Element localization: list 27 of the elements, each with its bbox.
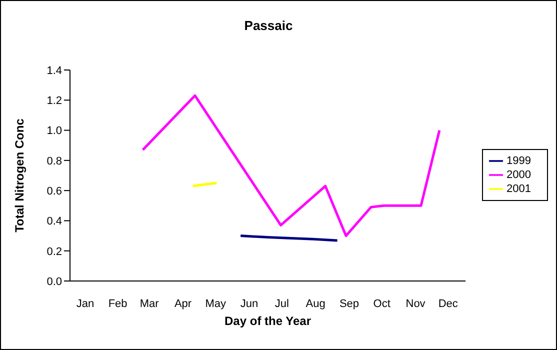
legend-label: 2001 [506,182,531,195]
x-tick-label: Dec [438,298,458,310]
chart-title: Passaic [243,18,294,33]
y-tick-label: 0.0 [46,276,62,288]
line-series [142,94,441,238]
legend-label: 2000 [506,168,531,181]
y-axis-title: Total Nitrogen Conc [12,118,26,232]
x-tick-label: Jul [274,298,289,310]
y-tick-label: 1.0 [46,125,62,138]
y-tick-label: 0.6 [46,185,62,198]
x-tick-label: Jun [240,298,258,310]
x-tick-label: Oct [373,298,390,310]
x-tick-label: Sep [339,298,360,310]
x-axis-title: Day of the Year [224,314,312,328]
x-tick-label: Mar [140,298,160,310]
legend-label: 1999 [506,154,531,167]
y-tick-label: 1.2 [46,95,62,108]
x-tick-label: Jan [76,298,94,310]
x-tick-label: Aug [306,298,326,310]
x-tick-label: Nov [406,298,426,310]
x-tick-label: Apr [174,298,192,310]
y-tick-label: 0.4 [46,216,62,228]
y-tick-label: 1.4 [46,64,62,77]
y-tick-label: 0.2 [46,246,62,258]
y-tick-label: 0.8 [46,155,62,168]
x-tick-label: Feb [108,298,128,310]
x-tick-label: May [205,298,226,310]
